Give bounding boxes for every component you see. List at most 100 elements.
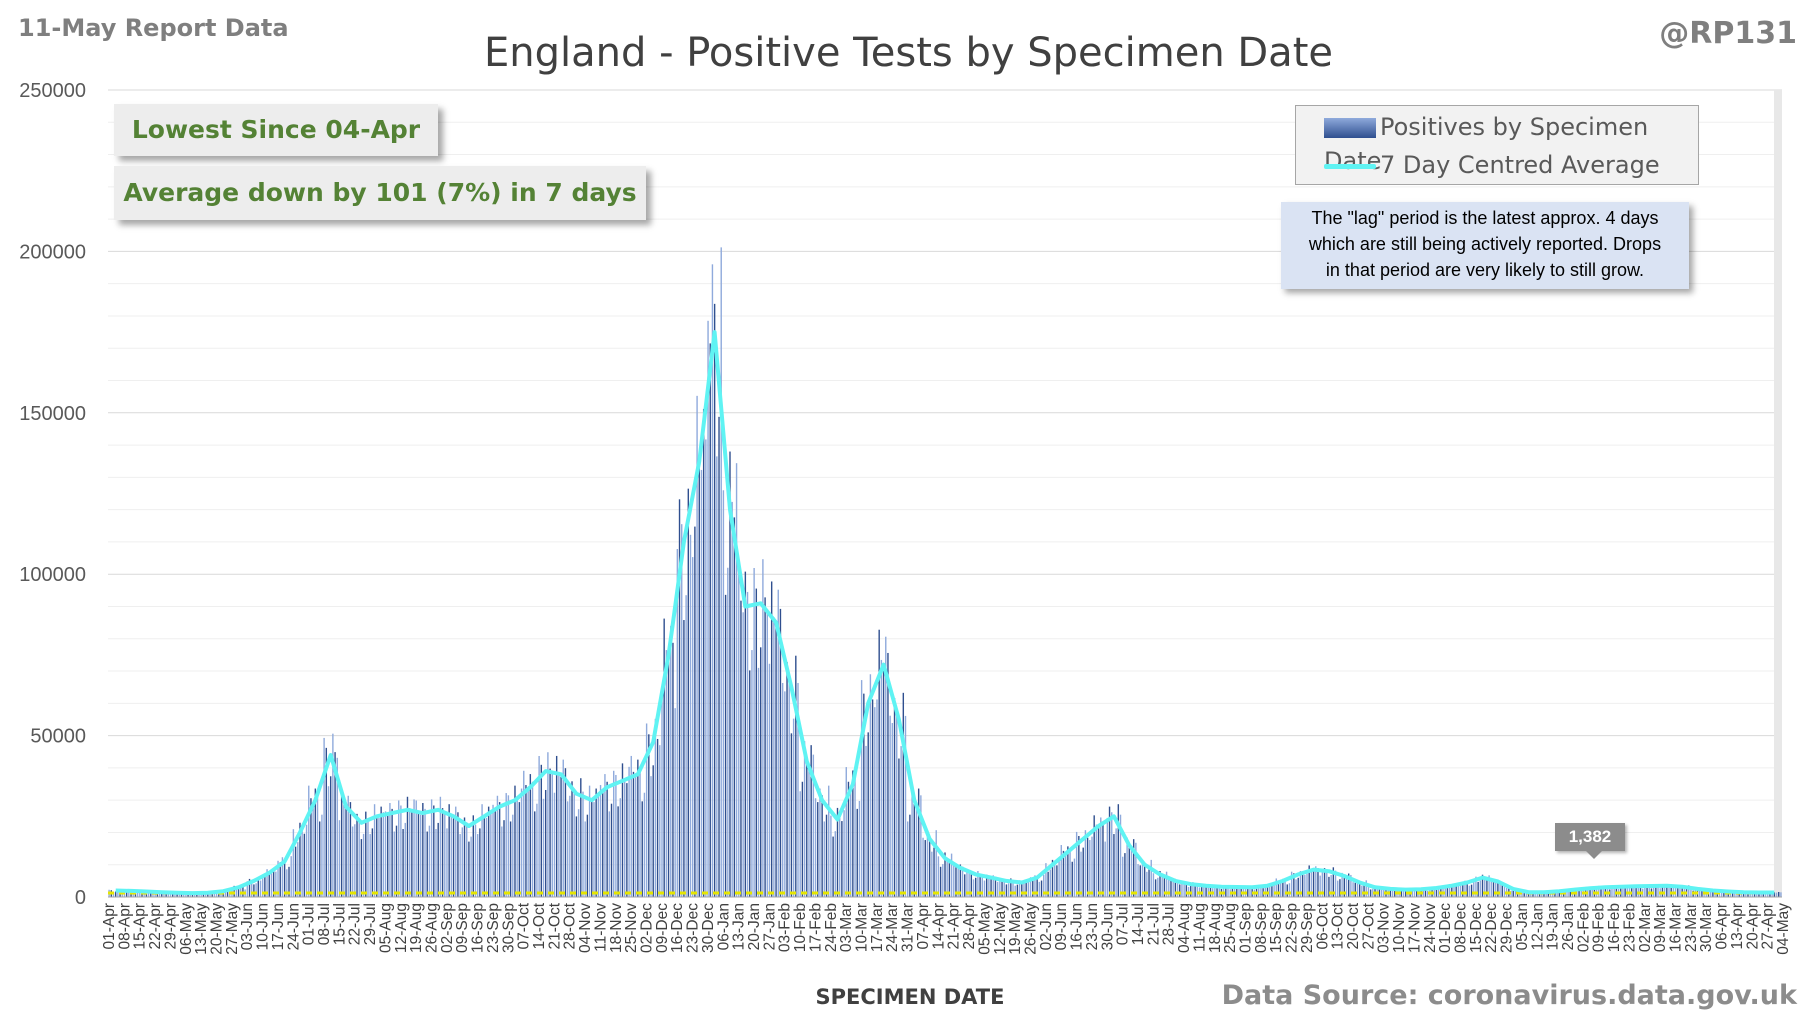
daily-bar (1672, 885, 1675, 897)
daily-bar (281, 857, 284, 897)
daily-bar (1753, 891, 1756, 897)
daily-bar (1214, 886, 1216, 897)
daily-bar (1477, 881, 1479, 897)
daily-bar (1413, 890, 1416, 897)
daily-bar (630, 755, 632, 897)
x-tick-label: 30-Jun (1099, 903, 1116, 950)
x-tick-label: 03-Jun (239, 903, 256, 950)
daily-bar (1727, 892, 1729, 897)
daily-bar (275, 871, 277, 897)
daily-bar (226, 891, 229, 897)
daily-bar (1097, 827, 1100, 897)
daily-bar (610, 803, 613, 897)
daily-bar (520, 788, 523, 897)
daily-bar (1367, 886, 1370, 897)
x-tick-label: 22-Apr (147, 903, 164, 950)
daily-bar (983, 880, 986, 897)
author-handle: @RP131 (1659, 16, 1797, 51)
lag-note-line-2: which are still being actively reported.… (1308, 234, 1662, 254)
daily-bar (722, 490, 725, 897)
daily-bar (634, 776, 637, 897)
daily-bar (319, 821, 321, 897)
daily-bar (1152, 873, 1155, 897)
daily-bar (882, 669, 885, 897)
y-tick-label: 50000 (30, 726, 86, 748)
daily-bar (678, 499, 681, 897)
lag-note-line-1: The "lag" period is the latest approx. 4… (1311, 208, 1659, 228)
daily-bar (1273, 884, 1275, 897)
daily-bar (1082, 847, 1084, 897)
daily-bar (1405, 890, 1407, 897)
daily-bar (830, 815, 832, 897)
daily-bar (1122, 856, 1124, 897)
daily-bar (645, 723, 648, 897)
daily-bar (1552, 892, 1554, 897)
daily-bar (1170, 880, 1172, 897)
x-tick-label: 14-Jul (1130, 903, 1147, 945)
x-tick-label: 10-Feb (792, 903, 809, 952)
daily-bar (674, 708, 676, 897)
daily-bar (1117, 804, 1120, 897)
daily-bar (683, 620, 685, 897)
daily-bar (814, 798, 817, 897)
daily-bar (1163, 874, 1166, 897)
x-tick-label: 12-Jan (1529, 903, 1546, 950)
daily-bar (1047, 871, 1049, 897)
daily-bar (468, 841, 470, 897)
daily-bar (1093, 815, 1095, 897)
daily-bar (1330, 875, 1332, 897)
daily-bar (843, 810, 845, 897)
daily-bar (773, 617, 775, 897)
daily-bar (1174, 878, 1177, 897)
x-tick-label: 10-Mar (854, 903, 871, 952)
daily-bar (889, 715, 891, 897)
daily-bar (310, 798, 312, 897)
x-tick-label: 20-Apr (1744, 903, 1761, 950)
daily-bar (909, 814, 911, 897)
daily-bar (615, 774, 617, 897)
daily-bar (654, 718, 657, 897)
x-tick-label: 16-Jun (1069, 903, 1086, 950)
daily-bar (430, 799, 433, 897)
daily-bar (1139, 865, 1141, 897)
daily-bar (878, 629, 880, 897)
daily-bar (733, 517, 736, 897)
daily-bar (1468, 885, 1471, 897)
daily-bar (1027, 881, 1030, 897)
daily-bar (259, 880, 262, 897)
daily-bar (1459, 882, 1462, 897)
daily-bar (279, 862, 281, 897)
daily-bar (566, 801, 569, 897)
daily-bar (981, 874, 983, 897)
x-tick-label: 26-May (1023, 903, 1040, 955)
daily-bar (957, 868, 959, 897)
grid-lines (108, 89, 1782, 898)
daily-bar (1556, 890, 1558, 897)
daily-bar (329, 776, 332, 897)
x-tick-label: 19-Aug (408, 903, 425, 953)
daily-bar (1038, 881, 1041, 897)
x-tick-label: 25-Nov (623, 903, 640, 953)
daily-bar (1725, 892, 1727, 897)
daily-bar (1600, 887, 1602, 897)
daily-bar (415, 800, 417, 897)
x-tick-label: 10-Nov (1391, 903, 1408, 953)
daily-bar (1194, 883, 1196, 897)
daily-bar (632, 771, 635, 897)
daily-bar (1115, 828, 1117, 897)
daily-bar (1426, 890, 1429, 897)
daily-bar (749, 670, 751, 897)
daily-bar (1510, 890, 1512, 897)
daily-bar (248, 878, 251, 897)
daily-bar (1374, 885, 1376, 897)
x-tick-label: 06-May (178, 903, 195, 955)
daily-bar (1111, 812, 1113, 897)
daily-bar (1301, 873, 1304, 897)
daily-bar (746, 591, 749, 897)
daily-bar (713, 303, 716, 898)
daily-bar (356, 813, 358, 897)
daily-bar (1290, 871, 1293, 897)
daily-bar (716, 456, 718, 897)
daily-bar (397, 800, 400, 897)
daily-bar (757, 667, 760, 897)
